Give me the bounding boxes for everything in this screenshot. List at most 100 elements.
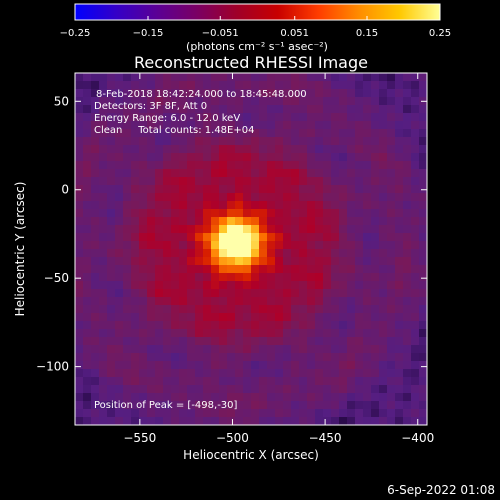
heatmap-cell: [419, 417, 427, 425]
heatmap-cell: [179, 185, 188, 194]
heatmap-cell: [411, 169, 420, 178]
heatmap-cell: [235, 297, 244, 306]
heatmap-cell: [251, 233, 260, 242]
heatmap-cell: [339, 121, 348, 130]
heatmap-cell: [91, 209, 100, 218]
heatmap-cell: [387, 241, 396, 250]
heatmap-cell: [323, 401, 332, 410]
heatmap-cell: [131, 153, 140, 162]
heatmap-cell: [235, 217, 244, 226]
heatmap-cell: [91, 201, 100, 210]
heatmap-cell: [219, 129, 228, 138]
heatmap-cell: [371, 137, 380, 146]
heatmap-cell: [299, 225, 308, 234]
heatmap-cell: [403, 417, 412, 425]
heatmap-cell: [251, 305, 260, 314]
heatmap-cell: [267, 161, 276, 170]
heatmap-cell: [147, 89, 156, 98]
heatmap-cell: [379, 89, 388, 98]
heatmap-cell: [403, 145, 412, 154]
heatmap-cell: [171, 369, 180, 378]
heatmap-cell: [299, 177, 308, 186]
heatmap-cell: [203, 273, 212, 282]
heatmap-cell: [419, 113, 427, 122]
heatmap-cell: [323, 361, 332, 370]
heatmap-cell: [387, 137, 396, 146]
heatmap-cell: [203, 201, 212, 210]
heatmap-cell: [315, 273, 324, 282]
heatmap-cell: [203, 297, 212, 306]
heatmap-cell: [379, 353, 388, 362]
heatmap-cell: [147, 297, 156, 306]
heatmap-cell: [323, 321, 332, 330]
heatmap-cell: [307, 169, 316, 178]
heatmap-cell: [331, 377, 340, 386]
heatmap-cell: [203, 185, 212, 194]
heatmap-cell: [115, 105, 124, 114]
heatmap-cell: [307, 417, 316, 425]
heatmap-cell: [115, 233, 124, 242]
heatmap-cell: [387, 313, 396, 322]
heatmap-cell: [299, 89, 308, 98]
heatmap-cell: [275, 73, 284, 82]
heatmap-cell: [251, 161, 260, 170]
heatmap-cell: [251, 321, 260, 330]
heatmap-cell: [227, 345, 236, 354]
heatmap-cell: [403, 217, 412, 226]
heatmap-cell: [411, 129, 420, 138]
heatmap-cell: [419, 89, 427, 98]
heatmap-cell: [131, 129, 140, 138]
heatmap-cell: [187, 417, 196, 425]
heatmap-cell: [283, 209, 292, 218]
heatmap-cell: [275, 217, 284, 226]
heatmap-cell: [75, 273, 84, 282]
heatmap-cell: [355, 297, 364, 306]
heatmap-cell: [195, 385, 204, 394]
heatmap-cell: [283, 193, 292, 202]
heatmap-cell: [107, 145, 116, 154]
heatmap-cell: [211, 273, 220, 282]
heatmap-cell: [83, 185, 92, 194]
heatmap-cell: [323, 377, 332, 386]
heatmap-cell: [395, 185, 404, 194]
heatmap-cell: [243, 273, 252, 282]
footer-timestamp: 6-Sep-2022 01:08: [387, 483, 495, 497]
heatmap-cell: [259, 153, 268, 162]
heatmap-cell: [131, 169, 140, 178]
heatmap-cell: [323, 177, 332, 186]
heatmap-cell: [379, 305, 388, 314]
heatmap-cell: [107, 393, 116, 402]
heatmap-cell: [75, 153, 84, 162]
heatmap-cell: [91, 313, 100, 322]
heatmap-cell: [259, 169, 268, 178]
heatmap-cell: [419, 169, 427, 178]
heatmap-cell: [115, 209, 124, 218]
heatmap-cell: [195, 257, 204, 266]
heatmap-cell: [259, 233, 268, 242]
heatmap-cell: [307, 121, 316, 130]
heatmap-cell: [299, 137, 308, 146]
heatmap-cell: [331, 201, 340, 210]
heatmap-cell: [83, 281, 92, 290]
heatmap-cell: [403, 297, 412, 306]
heatmap-cell: [227, 409, 236, 418]
heatmap-cell: [339, 209, 348, 218]
heatmap-cell: [123, 337, 132, 346]
heatmap-cell: [291, 361, 300, 370]
heatmap-cell: [299, 321, 308, 330]
heatmap-cell: [323, 209, 332, 218]
heatmap-cell: [411, 145, 420, 154]
heatmap-cell: [315, 177, 324, 186]
heatmap-cell: [307, 89, 316, 98]
heatmap-cell: [251, 73, 260, 82]
heatmap-cell: [307, 409, 316, 418]
heatmap-cell: [75, 249, 84, 258]
heatmap-cell: [259, 417, 268, 425]
heatmap-cell: [171, 345, 180, 354]
heatmap-cell: [379, 393, 388, 402]
heatmap-cell: [211, 73, 220, 82]
heatmap-cell: [347, 193, 356, 202]
heatmap-cell: [355, 353, 364, 362]
heatmap-cell: [83, 241, 92, 250]
heatmap-cell: [379, 161, 388, 170]
